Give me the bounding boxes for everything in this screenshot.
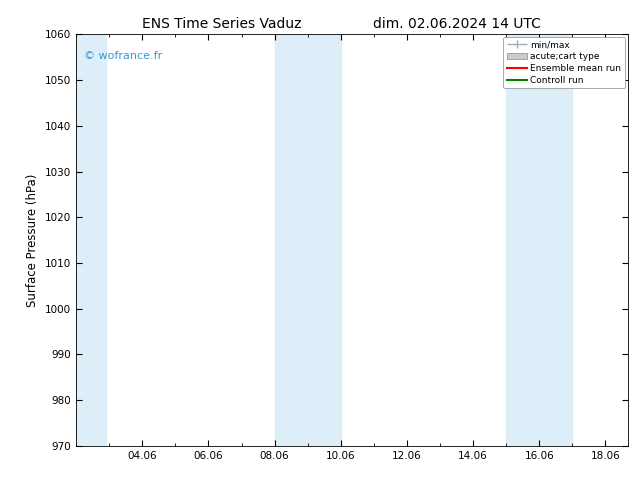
Text: © wofrance.fr: © wofrance.fr [84, 51, 162, 61]
Bar [275, 34, 307, 446]
Bar [540, 34, 573, 446]
Bar [506, 34, 540, 446]
Bar [76, 34, 106, 446]
Text: ENS Time Series Vaduz: ENS Time Series Vaduz [142, 17, 302, 31]
Bar [307, 34, 341, 446]
Y-axis label: Surface Pressure (hPa): Surface Pressure (hPa) [27, 173, 39, 307]
Text: dim. 02.06.2024 14 UTC: dim. 02.06.2024 14 UTC [373, 17, 540, 31]
Legend: min/max, acute;cart type, Ensemble mean run, Controll run: min/max, acute;cart type, Ensemble mean … [503, 37, 625, 88]
